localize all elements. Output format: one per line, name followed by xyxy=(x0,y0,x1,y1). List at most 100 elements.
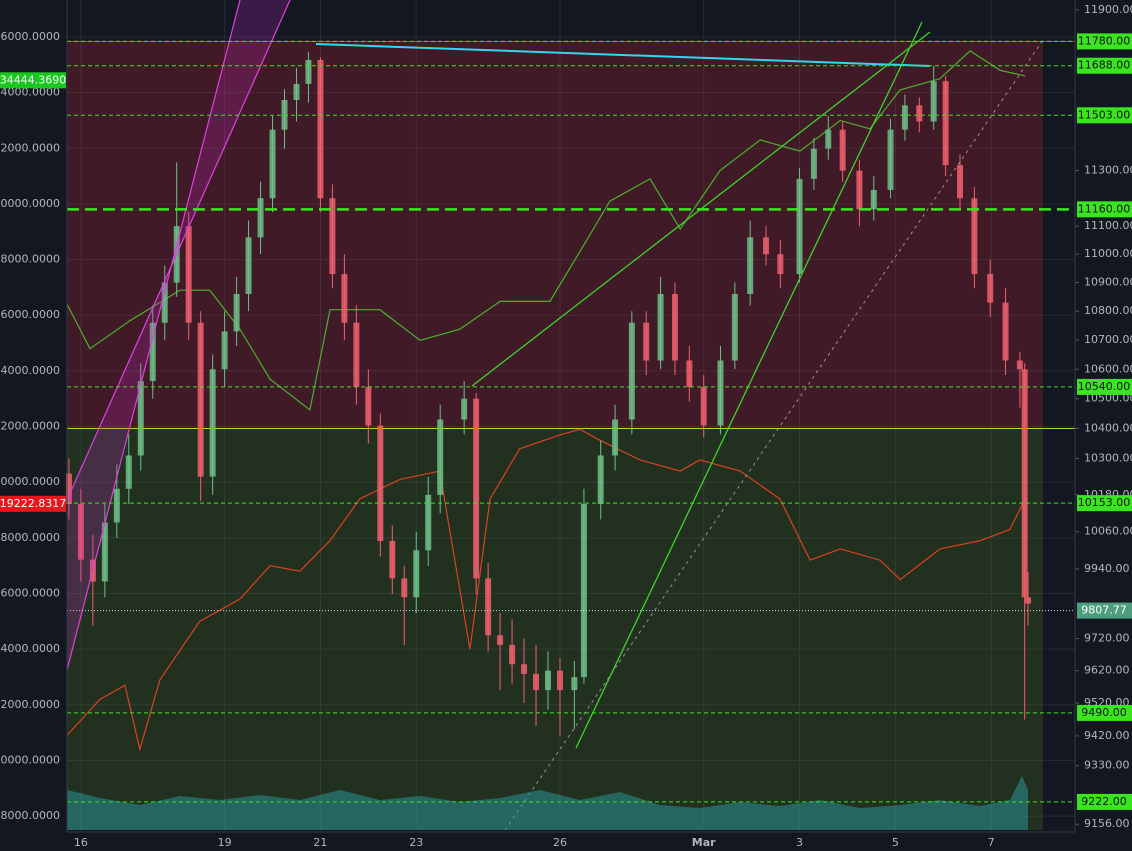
candle-body xyxy=(389,540,396,579)
candle-body xyxy=(161,282,168,323)
x-tick-label: 23 xyxy=(409,836,423,849)
y-tick-label: 36000.0000 xyxy=(0,30,60,43)
candle-body xyxy=(1016,360,1023,370)
x-tick-label: Mar xyxy=(692,836,716,849)
y-tick-label: 34000.0000 xyxy=(0,86,60,99)
candle-body xyxy=(197,322,204,477)
y2-tick-label: 9156.00 xyxy=(1084,817,1130,830)
y-tick-label: 12000.0000 xyxy=(0,698,60,711)
level-label: 10540.00 xyxy=(1078,380,1131,393)
candle-body xyxy=(281,99,288,130)
y2-tick-label: 9330.00 xyxy=(1084,759,1130,772)
candle-body xyxy=(545,670,552,691)
candle-body xyxy=(580,504,587,678)
left-marker-label: 34444.3690 xyxy=(0,73,66,86)
candle-body xyxy=(825,129,832,149)
candle-body xyxy=(257,198,264,238)
level-label: 9222.00 xyxy=(1081,795,1127,808)
last-price-label: 9807.77 xyxy=(1081,604,1127,617)
y2-tick-label: 10060.00 xyxy=(1084,525,1132,538)
candle-body xyxy=(113,488,120,523)
candle-body xyxy=(657,294,664,361)
indicator-line xyxy=(66,50,1026,411)
candle-body xyxy=(365,386,372,426)
left-marker-box xyxy=(0,495,66,512)
left-marker-box xyxy=(0,72,66,89)
candle-body xyxy=(65,473,72,505)
candle-body xyxy=(887,129,894,190)
back-layer xyxy=(67,0,1079,830)
level-label: 11160.00 xyxy=(1078,202,1131,215)
level-label-box xyxy=(1077,33,1132,50)
candle-body xyxy=(810,148,817,179)
y2-tick-label: 11000.00 xyxy=(1084,247,1132,260)
candle-body xyxy=(425,494,432,551)
y2-tick-label: 10300.00 xyxy=(1084,451,1132,464)
candle-body xyxy=(437,419,444,495)
y-tick-label: 20000.0000 xyxy=(0,475,60,488)
y2-tick-label: 10600.00 xyxy=(1084,362,1132,375)
x-tick-label: 16 xyxy=(74,836,88,849)
candle-body xyxy=(628,322,635,420)
x-tick-label: 3 xyxy=(796,836,803,849)
candle-body xyxy=(987,274,994,303)
x-tick-label: 5 xyxy=(892,836,899,849)
front-layer: 36000.0000 34000.0000 32000.0000 30000.0000… xyxy=(0,3,1132,849)
x-tick-label: 26 xyxy=(553,836,567,849)
candle-body xyxy=(245,237,252,295)
y-tick-label: 16000.0000 xyxy=(0,586,60,599)
candle-body xyxy=(401,578,408,598)
y2-tick-label: 9420.00 xyxy=(1084,729,1130,742)
candle-body xyxy=(293,83,300,100)
y-tick-label: 30000.0000 xyxy=(0,197,60,210)
y-tick-label: 18000.0000 xyxy=(0,531,60,544)
candle-body xyxy=(149,322,156,382)
candle-body xyxy=(233,294,240,332)
candle-body xyxy=(413,550,420,598)
candle-body xyxy=(901,105,908,130)
candle-body xyxy=(473,398,480,579)
candle-body xyxy=(125,455,132,489)
candle-body xyxy=(497,635,504,645)
y2-tick-label: 11900.00 xyxy=(1084,3,1132,16)
trend-line xyxy=(315,43,931,67)
y2-tick-label: 10900.00 xyxy=(1084,276,1132,289)
x-tick-label: 19 xyxy=(218,836,232,849)
indicator-line xyxy=(66,428,1026,752)
candle-body xyxy=(930,81,937,122)
y-tick-label: 10000.0000 xyxy=(0,753,60,766)
level-label-box xyxy=(1077,704,1132,721)
channel-line xyxy=(66,0,241,671)
candle-body xyxy=(185,226,192,323)
y2-tick-label: 10700.00 xyxy=(1084,333,1132,346)
level-label: 11503.00 xyxy=(1078,108,1131,121)
zone xyxy=(67,41,1043,429)
level-label-box xyxy=(1077,57,1132,74)
y2-tick-label: 9620.00 xyxy=(1084,664,1130,677)
candle-body xyxy=(533,673,540,691)
candle-body xyxy=(209,369,216,477)
candle-body xyxy=(731,294,738,361)
y2-tick-label: 10800.00 xyxy=(1084,304,1132,317)
left-marker-label: 19222.8317 xyxy=(0,497,66,510)
candle-body xyxy=(747,237,754,295)
candle-body xyxy=(856,170,863,210)
candle-body xyxy=(612,419,619,456)
candle-body xyxy=(101,522,108,582)
candle-body xyxy=(305,59,312,84)
candle-body xyxy=(521,664,528,674)
candle-body xyxy=(777,254,784,275)
candle-body xyxy=(762,237,769,255)
y2-tick-label: 9720.00 xyxy=(1084,632,1130,645)
level-label-box xyxy=(1077,378,1132,395)
candle-body xyxy=(671,294,678,361)
candle-body xyxy=(700,386,707,426)
level-label: 11780.00 xyxy=(1078,34,1131,47)
y-tick-label: 8000.0000 xyxy=(1,809,61,822)
candle-body xyxy=(839,129,846,171)
candle-body xyxy=(1002,302,1009,361)
y2-tick-label: 10400.00 xyxy=(1084,421,1132,434)
level-label-box xyxy=(1077,495,1132,512)
y-tick-label: 14000.0000 xyxy=(0,642,60,655)
y2-tick-label: 9940.00 xyxy=(1084,562,1130,575)
